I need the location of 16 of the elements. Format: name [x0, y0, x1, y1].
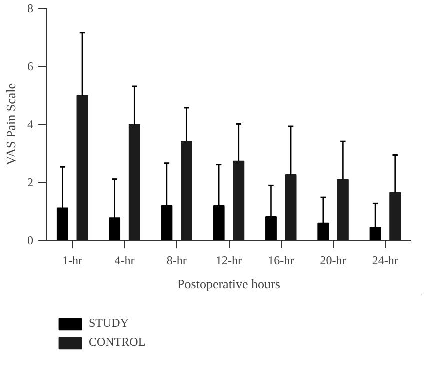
- legend-label: STUDY: [89, 316, 130, 331]
- x-tick-label: 20-hr: [320, 254, 346, 268]
- y-tick-label: 8: [28, 2, 34, 16]
- x-tick-label: 16-hr: [268, 254, 294, 268]
- x-tick-label: 12-hr: [216, 254, 242, 268]
- y-axis-title: VAS Pain Scale: [4, 83, 18, 166]
- y-tick-label: 6: [28, 60, 34, 74]
- y-tick-label: 4: [28, 118, 34, 132]
- x-axis-title: Postoperative hours: [178, 276, 280, 292]
- x-tick-label: 8-hr: [166, 254, 187, 268]
- y-tick-label: 2: [28, 176, 34, 190]
- y-tick-label: 0: [28, 234, 34, 248]
- legend-label: CONTROL: [89, 335, 146, 350]
- x-tick-label: 1-hr: [62, 254, 83, 268]
- x-tick-label: 4-hr: [114, 254, 135, 268]
- x-tick-label: 24-hr: [372, 254, 398, 268]
